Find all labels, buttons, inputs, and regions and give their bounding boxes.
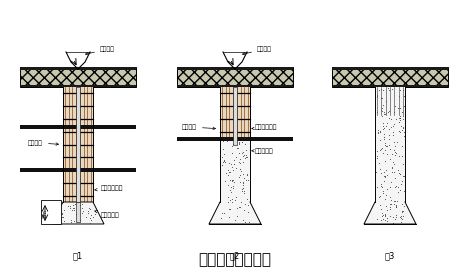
Polygon shape [220,87,250,139]
Polygon shape [364,87,416,224]
Polygon shape [63,87,93,202]
Bar [20,168,136,172]
Text: 桩芯砼浇筑示意图: 桩芯砼浇筑示意图 [198,252,271,267]
Polygon shape [209,139,261,224]
Text: 图2: 图2 [230,251,240,260]
Bar [233,87,237,144]
Bar [20,67,136,70]
Text: 2m: 2m [43,209,48,218]
Polygon shape [20,67,136,87]
Polygon shape [52,202,104,224]
Bar [76,202,80,222]
Bar [177,85,293,87]
Polygon shape [332,67,448,87]
Bar [177,67,293,70]
Text: 图1: 图1 [73,251,83,260]
Text: 灌金泥浆位: 灌金泥浆位 [252,148,274,154]
Text: 图3: 图3 [385,251,395,260]
Polygon shape [177,67,293,87]
Text: 井下施化工人: 井下施化工人 [252,124,278,130]
Text: 灌金泥浆位: 灌金泥浆位 [95,211,120,218]
Bar [177,137,293,141]
Bar [20,85,136,87]
Bar [332,85,448,87]
Bar [20,125,136,129]
Text: 首灌导管: 首灌导管 [182,124,215,130]
Bar [76,87,80,202]
Bar [332,67,448,70]
Text: 平仓导头: 平仓导头 [242,47,272,55]
Text: 首灌导管: 首灌导管 [28,140,59,146]
Text: 平仓导头: 平仓导头 [85,47,115,55]
Text: 井下施化工人: 井下施化工人 [95,186,123,191]
Bar [41,200,61,224]
